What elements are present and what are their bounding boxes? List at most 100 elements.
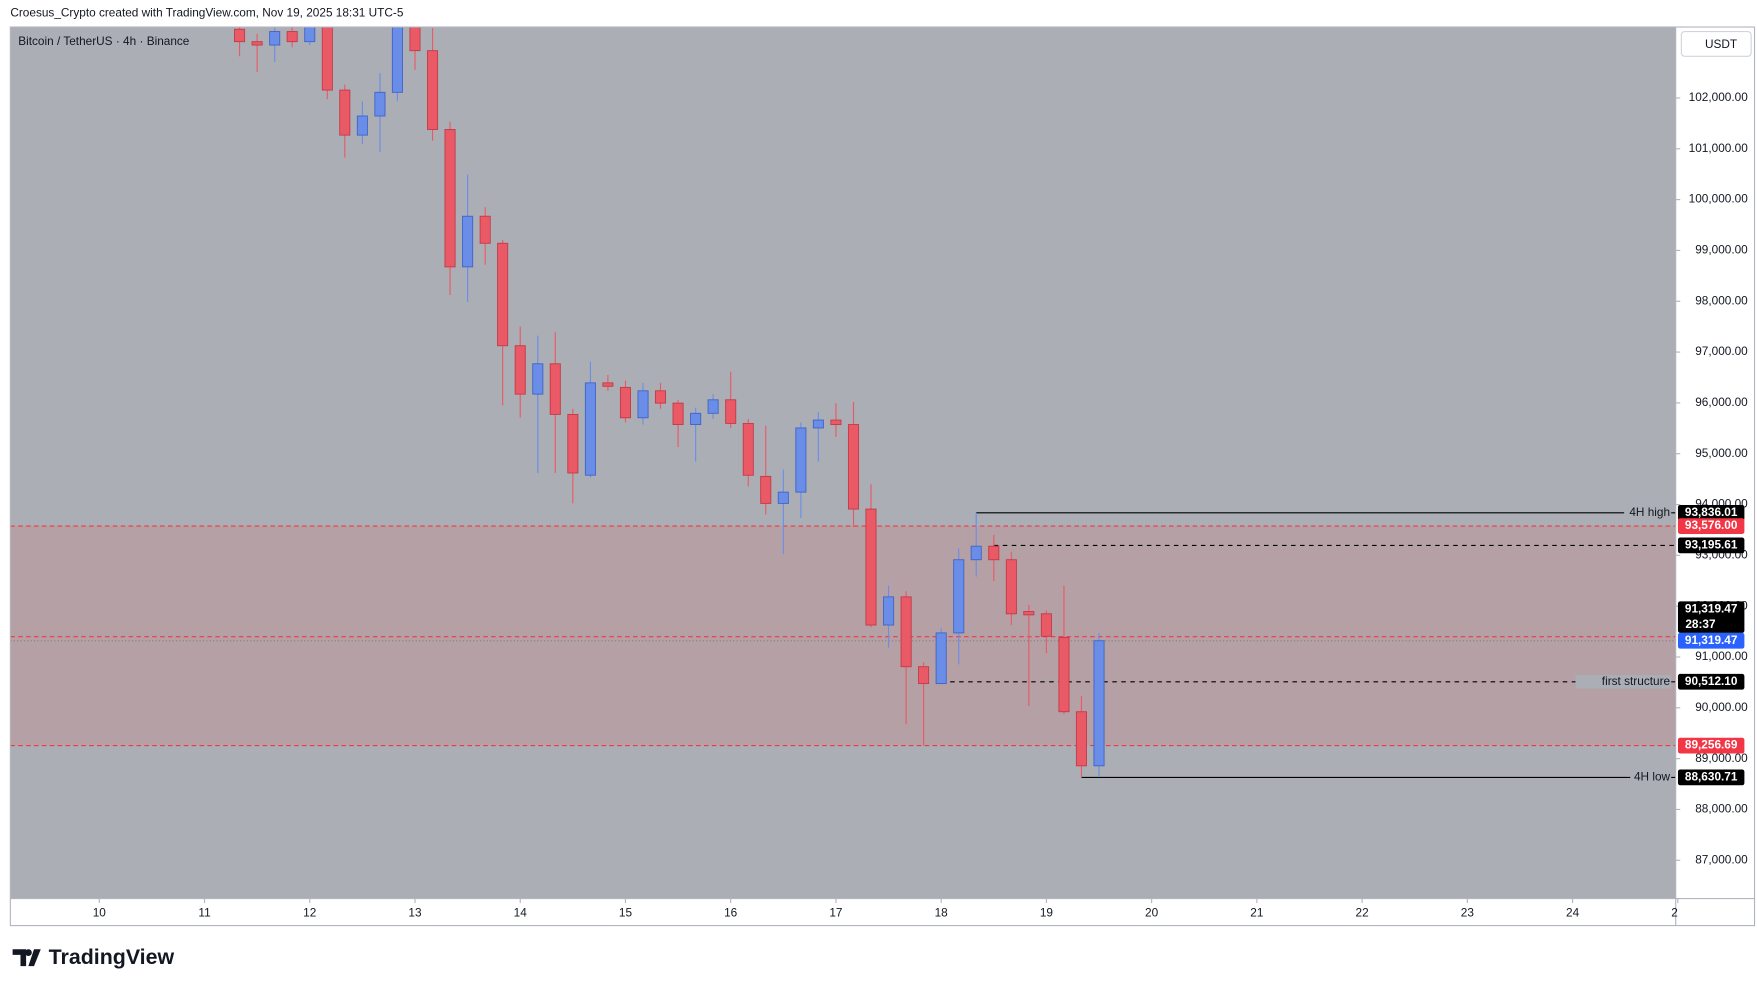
zone	[10, 526, 1676, 746]
candle-body	[427, 50, 439, 130]
last-price-label-box	[1677, 632, 1745, 649]
plot-area	[10, 27, 1676, 899]
candle-body	[812, 419, 824, 429]
candle-body	[1093, 640, 1105, 767]
candle-body	[532, 363, 544, 395]
candle-body	[760, 475, 772, 504]
x-tick-label: 13	[408, 905, 422, 919]
x-tick-label: 17	[829, 905, 842, 919]
candle-body	[830, 419, 842, 425]
x-tick-label: 21	[1250, 905, 1263, 919]
y-tick-label: 97,000.00	[1695, 344, 1748, 358]
level-price-label: 89,256.69	[1685, 738, 1738, 752]
candle-body	[444, 129, 456, 268]
axes-layer: 87,000.00 88,000.00 89,000.00 90,000.00 91,0…	[93, 90, 1748, 919]
candle-body	[637, 390, 649, 419]
candle-body	[462, 215, 474, 268]
level-price-label-box	[1677, 737, 1745, 754]
level-text: 4H high	[1629, 505, 1670, 519]
candle-body	[953, 559, 965, 634]
candle-body	[497, 242, 509, 347]
y-tick-label: 88,000.00	[1695, 802, 1748, 816]
brand-name: TradingView	[49, 945, 175, 969]
header: Croesus_Crypto created with TradingView.…	[10, 6, 404, 20]
x-tick-label: 16	[724, 905, 738, 919]
countdown: 28:37	[1685, 617, 1716, 631]
candle-body	[1023, 611, 1035, 616]
brand-logo: TradingView	[12, 945, 175, 969]
candle-body	[672, 402, 684, 425]
x-tick-label: 23	[1461, 905, 1475, 919]
x-tick-label: 10	[93, 905, 107, 919]
last-close-label: 91,319.47	[1685, 601, 1738, 615]
candle-body	[725, 399, 737, 424]
candle-body	[795, 427, 807, 493]
y-tick-label: 98,000.00	[1695, 293, 1748, 307]
candle-body	[269, 31, 281, 46]
level-text: 4H low	[1634, 770, 1671, 784]
last-price-label: 91,319.47	[1685, 633, 1738, 647]
level-price-label-box	[1677, 537, 1745, 554]
level-price-label: 93,576.00	[1685, 518, 1738, 532]
level-price-label: 93,836.01	[1685, 505, 1738, 519]
level-price-label: 93,195.61	[1685, 538, 1738, 552]
currency[interactable]: USDT	[1705, 37, 1737, 51]
x-tick-label: 12	[303, 905, 316, 919]
y-tick-label: 99,000.00	[1695, 243, 1748, 257]
candle-body	[777, 491, 789, 504]
x-tick-label: 11	[198, 905, 210, 919]
y-tick-label: 101,000.00	[1689, 141, 1749, 155]
x-tick-label: 24	[1566, 905, 1580, 919]
candle-body	[865, 508, 877, 626]
candle-body	[988, 545, 1000, 561]
y-tick-label: 95,000.00	[1695, 446, 1748, 460]
symbol-title: Bitcoin / TetherUS · 4h · Binance	[18, 34, 190, 48]
x-tick-label: 18	[935, 905, 949, 919]
candle-body	[690, 412, 702, 425]
currency-box[interactable]	[1680, 30, 1752, 57]
y-tick-label: 90,000.00	[1695, 700, 1748, 714]
candle-body	[654, 390, 667, 404]
frame	[9, 26, 1756, 927]
level-price-label: 88,630.71	[1685, 770, 1738, 784]
candle-body	[356, 115, 368, 136]
candle-body	[391, 27, 403, 93]
level-text-bg	[1630, 770, 1672, 785]
candle-body	[584, 382, 596, 476]
candle-body	[619, 386, 631, 419]
level-text-bg	[1575, 675, 1672, 689]
y-tick-label: 100,000.00	[1689, 192, 1749, 206]
candle-body	[409, 27, 421, 52]
y-tick-label: 87,000.00	[1695, 852, 1748, 866]
brand-icon	[12, 949, 41, 967]
candle-body	[304, 27, 316, 43]
level-price-label-box	[1677, 518, 1745, 534]
candle-body	[935, 632, 947, 685]
y-tick-label: 89,000.00	[1695, 751, 1748, 765]
y-tick-label: 91,000.00	[1695, 649, 1748, 663]
candle-body	[1075, 711, 1087, 767]
x-tick-label: 22	[1356, 905, 1369, 919]
candle-body	[707, 399, 719, 414]
candle-body	[1058, 636, 1070, 713]
candle-body	[286, 31, 298, 43]
candle-body	[567, 413, 579, 474]
candle-body	[602, 382, 614, 387]
level-price-label-box	[1677, 769, 1745, 786]
candle-body	[479, 215, 491, 244]
candle-body	[234, 28, 246, 43]
candle-body	[900, 596, 912, 668]
candle-body	[918, 666, 930, 685]
x-tick-label: 20	[1145, 905, 1159, 919]
y-tick-label: 102,000.00	[1689, 90, 1749, 104]
level-price-label-box	[1677, 673, 1745, 690]
plot-layer: 4H high first structure 4H low	[10, 27, 1676, 785]
level-price-label-box	[1677, 504, 1745, 521]
candle-body	[321, 27, 333, 91]
y-tick-label: 96,000.00	[1695, 395, 1748, 409]
candle-body	[374, 91, 386, 117]
candle-body	[1040, 613, 1052, 637]
candle-body	[970, 545, 982, 561]
x-tick-label: 19	[1040, 905, 1054, 919]
